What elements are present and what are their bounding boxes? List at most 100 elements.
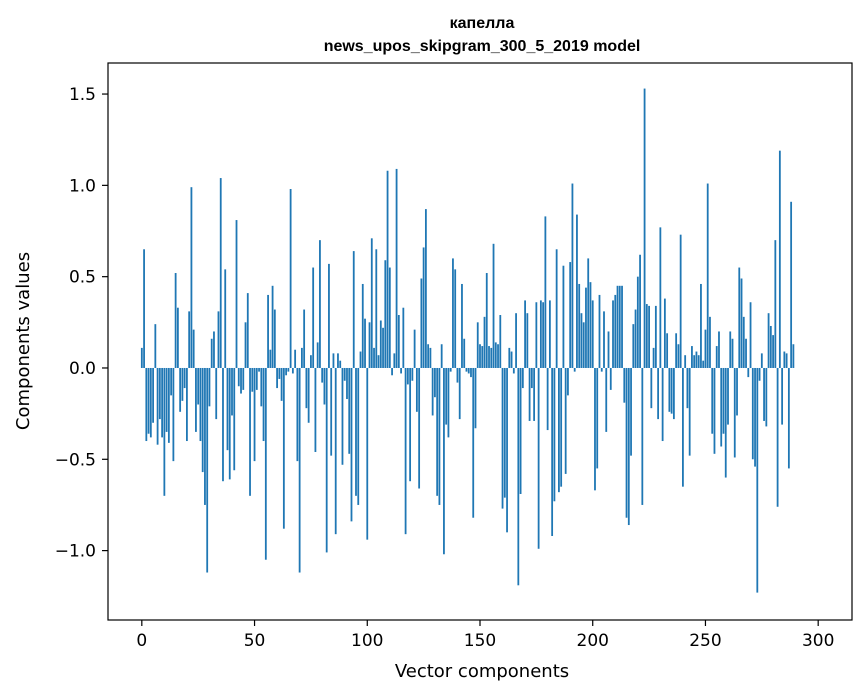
bar: [578, 283, 581, 368]
bar: [609, 367, 612, 390]
bar: [479, 344, 481, 368]
bar: [537, 367, 540, 549]
bar: [571, 183, 574, 368]
bar: [424, 209, 427, 368]
bar: [373, 347, 375, 368]
bar: [582, 322, 585, 368]
bar: [429, 347, 432, 368]
bar: [521, 367, 524, 389]
bar: [488, 346, 490, 368]
bar: [402, 307, 405, 368]
bar: [255, 367, 258, 390]
bar: [510, 351, 513, 368]
bar: [695, 351, 698, 368]
bar: [395, 168, 398, 368]
bar: [158, 367, 161, 420]
bar: [260, 367, 263, 407]
bar: [443, 367, 445, 555]
bar: [422, 247, 425, 368]
bar: [706, 183, 709, 368]
bar: [332, 353, 335, 368]
bar: [310, 355, 312, 368]
chart-subtitle: news_upos_skipgram_300_5_2019 model: [324, 38, 641, 55]
bar: [724, 367, 727, 478]
bar: [652, 347, 655, 368]
bar: [591, 300, 594, 368]
bar: [186, 367, 188, 442]
bar: [643, 88, 646, 368]
bar: [632, 324, 635, 368]
bars-group: [140, 88, 795, 593]
bar: [600, 367, 603, 372]
bar: [312, 267, 315, 368]
x-tick-label: 100: [351, 631, 383, 651]
bar: [143, 249, 145, 368]
bar: [530, 367, 533, 389]
bar: [219, 178, 222, 368]
bar: [231, 367, 233, 416]
bar: [291, 367, 294, 374]
bar: [391, 367, 393, 376]
bar: [576, 214, 578, 368]
bar: [688, 367, 691, 456]
bar: [693, 355, 696, 368]
bar: [682, 367, 684, 487]
bar: [781, 367, 784, 425]
bar: [506, 367, 508, 533]
bar: [772, 335, 774, 368]
bar: [535, 302, 538, 368]
bar: [539, 300, 542, 368]
bar: [585, 287, 587, 368]
bar: [364, 318, 366, 368]
bar: [213, 331, 215, 368]
bar: [201, 367, 204, 473]
bar: [386, 170, 389, 368]
x-axis-label: Vector components: [395, 661, 569, 682]
bar: [670, 367, 673, 414]
bar: [452, 258, 454, 368]
bar: [729, 331, 732, 368]
bar: [413, 329, 416, 368]
bar: [526, 313, 529, 368]
bar: [262, 367, 265, 442]
bar: [769, 325, 772, 368]
bar: [645, 304, 648, 368]
bar: [384, 260, 387, 368]
bar: [738, 267, 741, 368]
y-tick-label: −1.0: [55, 542, 96, 562]
bar: [672, 367, 675, 420]
bar: [792, 344, 795, 368]
bar: [544, 216, 547, 368]
bar: [237, 367, 240, 387]
bar: [174, 273, 177, 368]
bar: [431, 367, 434, 416]
bar: [686, 367, 689, 409]
bar: [542, 302, 545, 368]
bar: [494, 342, 497, 368]
bar: [370, 238, 373, 368]
bar: [393, 353, 396, 368]
bar: [470, 367, 472, 378]
bar: [305, 367, 308, 409]
bar: [704, 329, 707, 368]
bar: [447, 367, 450, 438]
bar: [197, 367, 200, 405]
bar: [767, 313, 770, 368]
bar: [294, 349, 297, 368]
bar: [258, 367, 260, 372]
bar: [206, 367, 209, 573]
bar: [790, 201, 793, 368]
bar: [659, 227, 662, 368]
bar: [474, 367, 477, 429]
bar: [492, 243, 495, 368]
bar: [226, 367, 229, 451]
x-tick-label: 200: [577, 631, 609, 651]
bar: [731, 338, 734, 368]
bar: [740, 278, 743, 368]
bar: [641, 367, 644, 505]
bar: [630, 367, 632, 456]
bar: [350, 367, 353, 522]
bar: [697, 355, 700, 368]
bar: [501, 367, 504, 509]
